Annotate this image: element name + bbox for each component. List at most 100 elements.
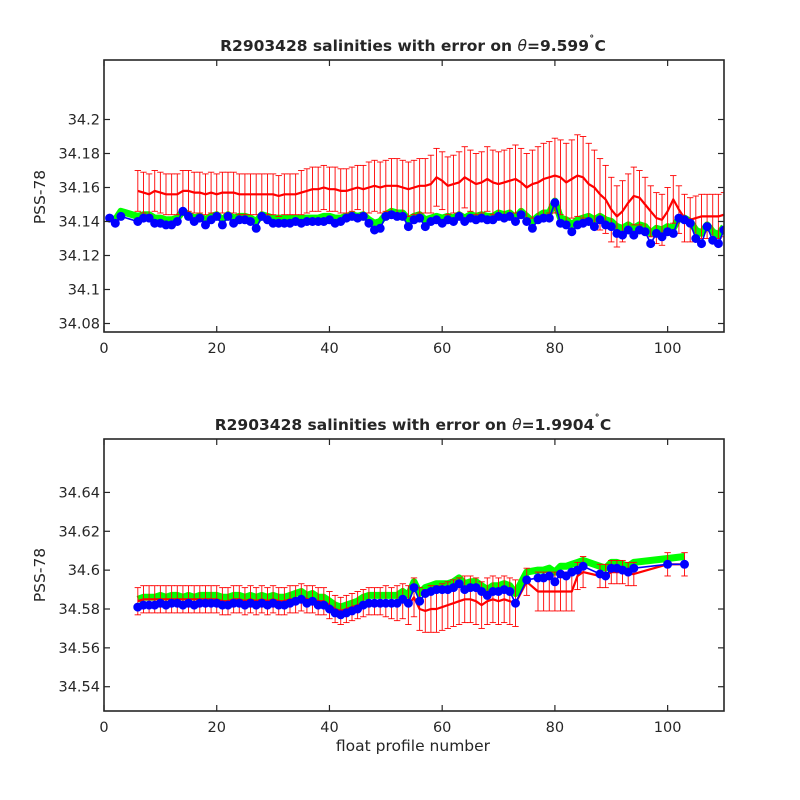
- top-float-point: [217, 220, 227, 230]
- top-float-point: [516, 210, 526, 220]
- top-ytick-label: 34.16: [58, 181, 100, 197]
- top-float-point: [691, 234, 701, 243]
- top-float-point: [623, 225, 633, 235]
- bottom-float-point: [550, 577, 560, 587]
- top-float-point: [403, 222, 413, 232]
- bottom-panel: R2903428 salinities with error on θ=1.99…: [31, 413, 725, 755]
- top-ytick-label: 34.18: [58, 147, 100, 163]
- top-float-point: [595, 215, 605, 225]
- bottom-float-point: [454, 579, 464, 589]
- top-float-point: [713, 239, 723, 249]
- top-float-point: [668, 228, 678, 238]
- bottom-xtick-label: 100: [654, 720, 682, 736]
- top-float-point: [629, 230, 639, 240]
- top-float-point: [522, 217, 532, 226]
- top-float-point: [527, 223, 537, 233]
- top-float-point: [685, 218, 695, 228]
- bottom-float-point: [409, 583, 419, 593]
- top-float-point: [589, 222, 599, 232]
- bottom-float-point: [680, 559, 689, 569]
- bottom-ytick-label: 34.64: [58, 485, 100, 501]
- bottom-xtick-label: 60: [433, 720, 451, 736]
- top-float-point: [702, 222, 712, 232]
- bottom-plot-area: [133, 552, 689, 633]
- top-float-point: [550, 198, 560, 208]
- top-float-point: [584, 217, 594, 226]
- top-float-point: [640, 227, 650, 237]
- top-float-point: [212, 211, 222, 221]
- bottom-xtick-label: 20: [208, 720, 226, 736]
- top-float-point: [110, 218, 120, 228]
- top-float-point: [178, 206, 188, 216]
- top-ylabel: PSS-78: [31, 170, 49, 224]
- bottom-title: R2903428 salinities with error on θ=1.99…: [215, 413, 612, 434]
- bottom-xlabel: float profile number: [336, 737, 491, 755]
- top-ytick-label: 34.08: [58, 317, 100, 333]
- bottom-ytick-label: 34.58: [58, 602, 100, 618]
- top-float-point: [561, 220, 571, 230]
- top-float-point: [505, 211, 515, 221]
- top-float-point: [719, 225, 724, 235]
- top-axes-frame: [103, 59, 725, 333]
- top-float-point: [184, 211, 193, 221]
- bottom-float-point: [663, 559, 673, 569]
- bottom-ytick-label: 34.56: [58, 641, 100, 657]
- top-float-point: [544, 213, 554, 223]
- top-float-point: [657, 232, 667, 242]
- bottom-float-point: [505, 587, 515, 596]
- top-plot-area: [105, 134, 724, 249]
- top-float-point: [398, 211, 408, 221]
- top-float-point: [697, 239, 706, 249]
- bottom-float-point: [522, 575, 532, 585]
- top-float-point: [251, 223, 261, 233]
- top-reference-series: [137, 174, 724, 221]
- top-title: R2903428 salinities with error on θ=9.59…: [220, 34, 606, 55]
- top-float-point: [646, 239, 656, 249]
- bottom-float-point: [511, 598, 520, 608]
- bottom-xtick-label: 0: [99, 720, 108, 736]
- bottom-ytick-label: 34.54: [58, 680, 100, 696]
- top-float-point: [358, 211, 368, 221]
- bottom-float-point: [544, 571, 554, 581]
- top-float-point: [201, 220, 210, 230]
- top-ytick-label: 34.2: [68, 113, 100, 129]
- top-panel: R2903428 salinities with error on θ=9.59…: [31, 34, 725, 357]
- top-float-point: [449, 217, 458, 226]
- top-float-point: [567, 227, 577, 237]
- bottom-xtick-label: 40: [320, 720, 338, 736]
- bottom-ytick-label: 34.6: [68, 563, 100, 579]
- bottom-xtick-label: 80: [546, 720, 564, 736]
- top-float-point: [364, 218, 374, 228]
- top-xtick-label: 20: [208, 341, 226, 357]
- top-ytick-label: 34.12: [58, 249, 100, 265]
- bottom-float-point: [415, 596, 425, 606]
- top-float-point: [606, 222, 616, 232]
- bottom-axes-frame: [103, 438, 725, 712]
- top-float-point: [511, 217, 520, 226]
- top-float-point: [172, 217, 182, 226]
- top-xtick-label: 40: [320, 341, 338, 357]
- bottom-float-point: [403, 598, 413, 608]
- top-float-point: [144, 213, 154, 223]
- top-xtick-label: 60: [433, 341, 451, 357]
- top-float-point: [420, 222, 430, 232]
- top-float-point: [415, 213, 425, 223]
- top-xtick-label: 0: [99, 341, 108, 357]
- top-float-point: [618, 230, 627, 240]
- top-float-point: [454, 211, 464, 221]
- top-xtick-label: 100: [654, 341, 682, 357]
- top-float-point: [375, 223, 385, 233]
- top-ytick-label: 34.1: [68, 283, 100, 299]
- top-float-point: [116, 211, 126, 221]
- top-float-point: [105, 213, 115, 223]
- top-float-point: [246, 217, 255, 226]
- bottom-float-point: [629, 563, 639, 573]
- top-float-point: [195, 213, 205, 223]
- top-xtick-label: 80: [546, 341, 564, 357]
- bottom-float-point: [578, 561, 588, 571]
- top-ytick-label: 34.14: [58, 215, 100, 231]
- bottom-ylabel: PSS-78: [31, 548, 49, 602]
- bottom-float-point: [601, 571, 611, 581]
- bottom-ytick-label: 34.62: [58, 524, 100, 540]
